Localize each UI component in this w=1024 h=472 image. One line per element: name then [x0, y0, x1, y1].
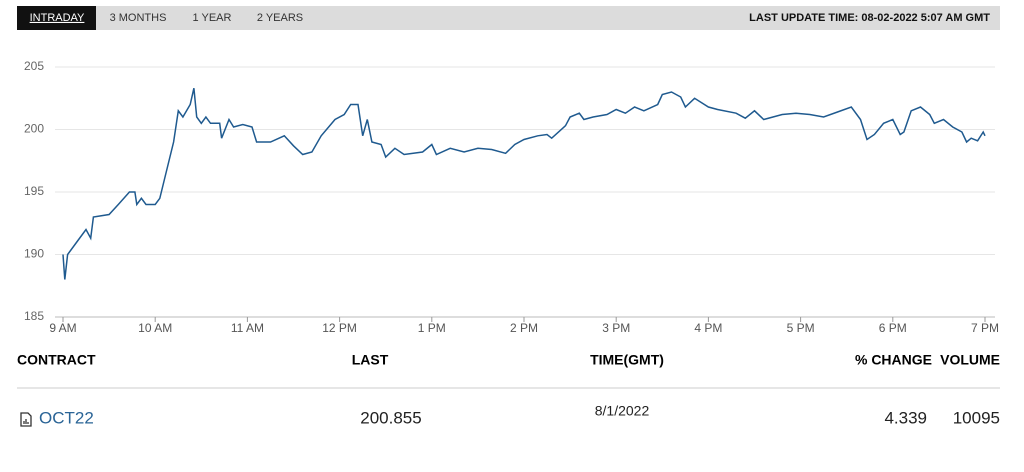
tab-bar	[17, 6, 1000, 30]
table-cell: 10095	[953, 408, 1000, 427]
tab[interactable]: 3 MONTHS	[110, 12, 167, 24]
table-cell: 200.855	[360, 408, 421, 427]
y-tick-label: 185	[24, 309, 44, 323]
table-header: VOLUME	[940, 352, 1000, 368]
tab[interactable]: INTRADAY	[30, 12, 85, 24]
tab[interactable]: 1 YEAR	[193, 12, 232, 24]
active-tab-bg	[17, 6, 96, 30]
y-tick-label: 200	[24, 122, 44, 136]
table-cell: 4.339	[884, 408, 927, 427]
x-tick-label: 3 PM	[602, 321, 630, 335]
x-tick-label: 2 PM	[510, 321, 538, 335]
table-cell: 8/1/2022	[595, 403, 650, 419]
x-tick-label: 12 PM	[322, 321, 357, 335]
x-tick-label: 7 PM	[971, 321, 999, 335]
x-tick-label: 11 AM	[231, 321, 264, 335]
contract-link[interactable]: OCT22	[39, 408, 94, 427]
y-tick-label: 195	[24, 184, 44, 198]
table-header: TIME(GMT)	[590, 352, 664, 368]
y-tick-label: 205	[24, 59, 44, 73]
x-tick-label: 1 PM	[418, 321, 446, 335]
file-icon	[20, 412, 32, 427]
x-tick-label: 6 PM	[879, 321, 907, 335]
table-header: LAST	[352, 352, 389, 368]
tab[interactable]: 2 YEARS	[257, 12, 303, 24]
price-line	[62, 88, 986, 280]
table-header: CONTRACT	[17, 352, 96, 368]
y-tick-label: 190	[24, 247, 44, 261]
x-tick-label: 5 PM	[787, 321, 815, 335]
last-update: LAST UPDATE TIME: 08-02-2022 5:07 AM GMT	[749, 12, 990, 24]
table-header: % CHANGE	[855, 352, 932, 368]
x-tick-label: 10 AM	[138, 321, 172, 335]
x-tick-label: 9 AM	[49, 321, 76, 335]
x-tick-label: 4 PM	[694, 321, 722, 335]
chart: 185 190 195 200 205 9 AM 10 AM 11 AM 12 PM 1 PM 2 …	[24, 59, 999, 335]
